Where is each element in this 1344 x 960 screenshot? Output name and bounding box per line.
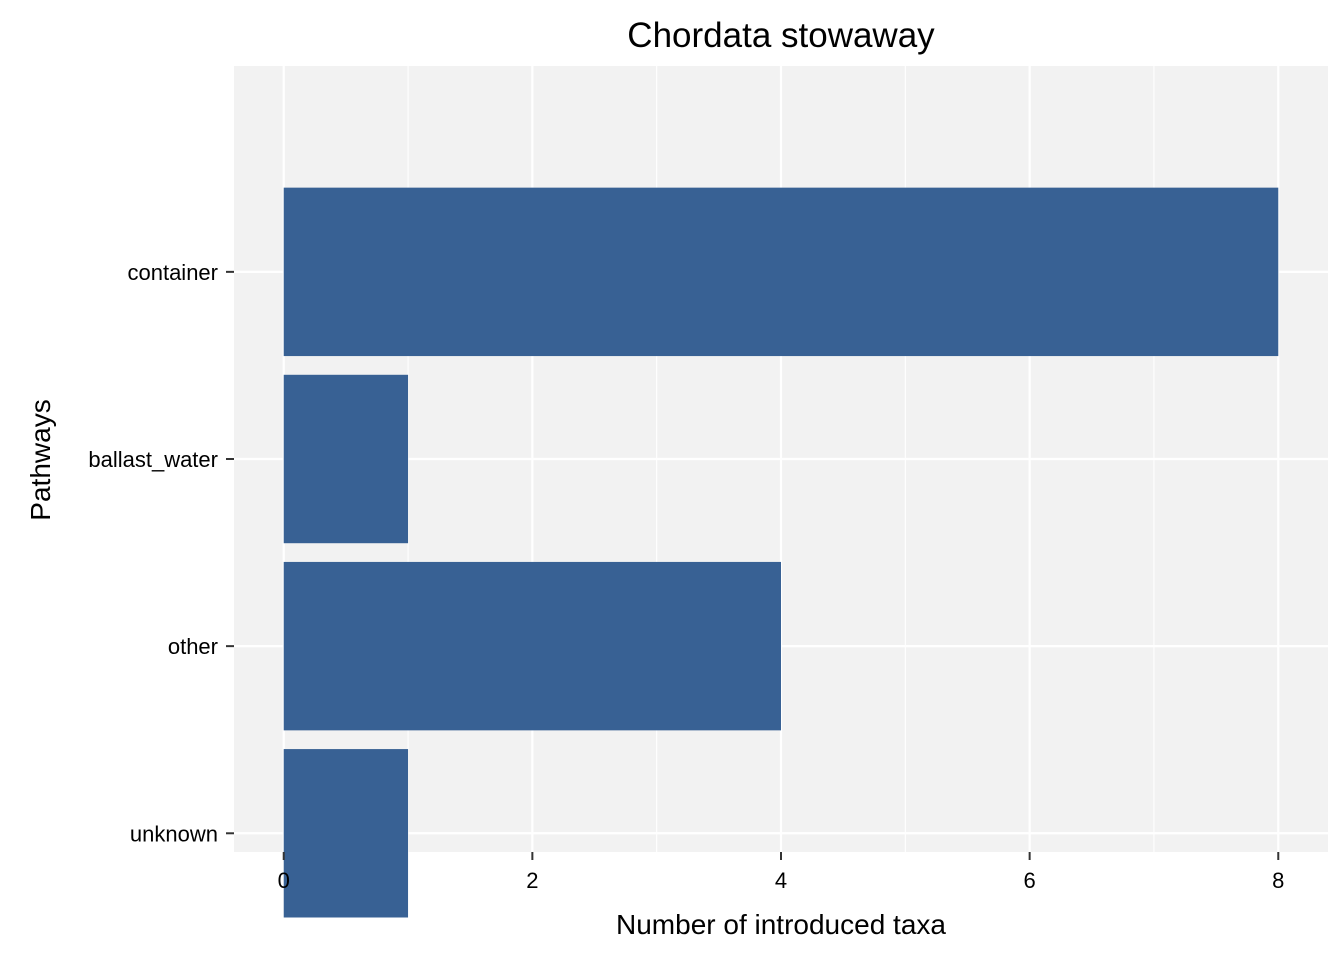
- y-axis-title: Pathways: [25, 399, 56, 520]
- bar-container: [283, 187, 1279, 357]
- y-tick-label: ballast_water: [88, 447, 218, 472]
- chart-title: Chordata stowaway: [627, 16, 935, 55]
- y-tick-label: container: [127, 260, 218, 285]
- x-axis-title: Number of introduced taxa: [616, 909, 946, 940]
- bar-unknown: [283, 749, 409, 918]
- y-tick-label: other: [168, 634, 218, 659]
- x-tick-label: 6: [1024, 868, 1036, 893]
- y-tick-label: unknown: [130, 821, 218, 846]
- bars: [283, 187, 1279, 918]
- x-tick-label: 4: [775, 868, 787, 893]
- x-tick-label: 0: [278, 868, 290, 893]
- bar-ballast_water: [283, 374, 409, 544]
- bar-other: [283, 561, 781, 731]
- x-axis-ticks: 0 2 4 6 8: [278, 852, 1284, 893]
- x-tick-label: 8: [1272, 868, 1284, 893]
- x-tick-label: 2: [526, 868, 538, 893]
